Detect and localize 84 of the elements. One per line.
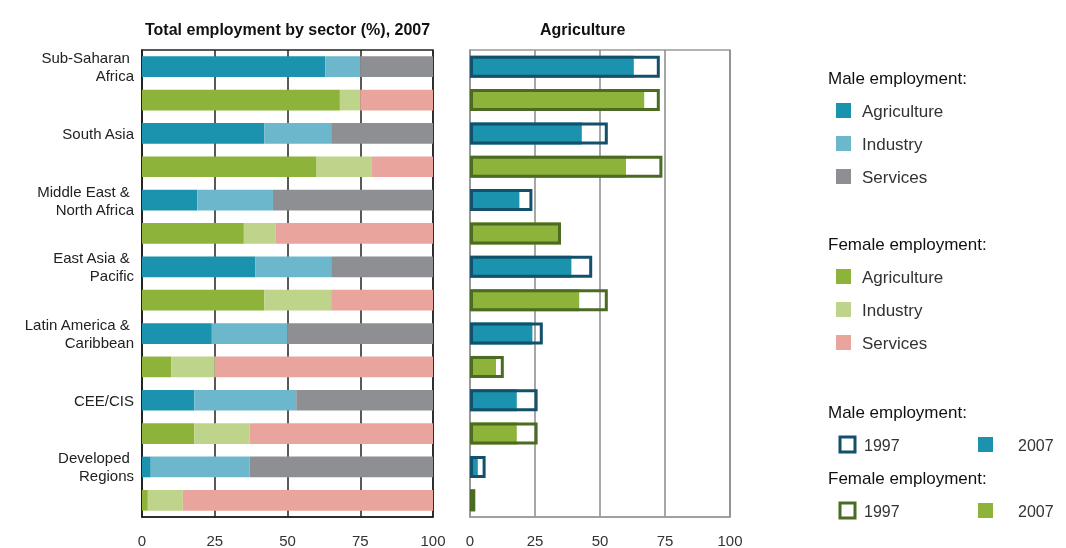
y-tick-label: Developed Regions [58, 449, 134, 485]
bar [264, 123, 332, 144]
bar [194, 423, 250, 444]
bar [470, 122, 608, 145]
bar [214, 356, 433, 378]
bar [331, 256, 433, 278]
chart-title: Agriculture [540, 20, 626, 38]
y-tick-label: CEE/CIS [73, 391, 134, 409]
y-tick-label: Latin America & Caribbean [24, 316, 134, 352]
bar [142, 456, 151, 478]
bar [249, 456, 433, 478]
bar [470, 355, 504, 378]
bar [360, 89, 433, 111]
bar [142, 356, 172, 378]
text: Male employment: [828, 402, 967, 422]
x-tick-label: 100 [420, 532, 446, 548]
bar [150, 456, 250, 478]
bar [264, 289, 332, 311]
bar [142, 189, 198, 211]
chart-title: Total employment by sector (%), 2007 [145, 20, 431, 38]
bar [171, 356, 215, 378]
bar [249, 423, 433, 444]
legend-label: Agriculture [862, 267, 944, 287]
x-tick-label: 50 [591, 532, 609, 548]
bar [360, 56, 433, 78]
x-tick-label: 50 [279, 532, 296, 548]
bar [142, 223, 244, 244]
bar [142, 256, 256, 278]
bar [272, 189, 433, 211]
bar [255, 256, 332, 278]
legend-label: Services [862, 333, 928, 353]
legend-label: 1997 [864, 502, 900, 520]
bar [243, 223, 276, 244]
text: Female employment: [828, 468, 987, 488]
bar [470, 155, 663, 178]
x-tick-label: 25 [526, 532, 544, 548]
bar [142, 323, 212, 344]
bar [331, 123, 433, 144]
bar [142, 89, 340, 111]
x-tick-label: 0 [465, 532, 475, 548]
bar [331, 289, 433, 311]
bar [470, 422, 538, 445]
bar [211, 323, 288, 344]
legend-label: Industry [862, 300, 923, 320]
bar [142, 489, 148, 511]
legend-label: 2007 [1018, 436, 1054, 454]
x-tick-label: 25 [206, 532, 224, 548]
y-tick-label: South Asia [62, 124, 135, 142]
bar [325, 56, 361, 78]
bar [287, 323, 433, 344]
x-tick-label: 0 [137, 532, 147, 548]
bar [470, 255, 593, 278]
bar [470, 189, 533, 212]
text: Female employment: [828, 234, 987, 254]
legend-label: Agriculture [862, 101, 944, 121]
x-tick-label: 75 [351, 532, 369, 548]
bar [142, 389, 195, 411]
legend-label: 1997 [864, 436, 900, 454]
x-tick-label: 100 [717, 532, 743, 548]
y-tick-label: Middle East & North Africa [37, 182, 135, 218]
bar [147, 489, 183, 511]
bar [371, 156, 433, 178]
bar [182, 489, 433, 511]
bar [197, 189, 273, 211]
legend-label: 2007 [1018, 502, 1054, 520]
bar [142, 423, 195, 444]
bar [142, 123, 265, 144]
bar [275, 223, 433, 244]
x-tick-label: 75 [656, 532, 674, 548]
bar [470, 289, 608, 312]
bar [339, 89, 361, 111]
bar [316, 156, 372, 178]
text: Male employment: [828, 68, 967, 88]
bar [142, 56, 326, 78]
y-tick-label: East Asia & Pacific [53, 249, 135, 285]
bar [142, 156, 317, 178]
legend-label: Industry [862, 134, 923, 154]
y-tick-label: Sub-Saharan Africa [41, 49, 135, 85]
bar [194, 389, 297, 411]
bar [296, 389, 433, 411]
bar [470, 455, 486, 478]
bar [470, 389, 538, 412]
legend-label: Services [862, 167, 928, 187]
bar [142, 289, 265, 311]
